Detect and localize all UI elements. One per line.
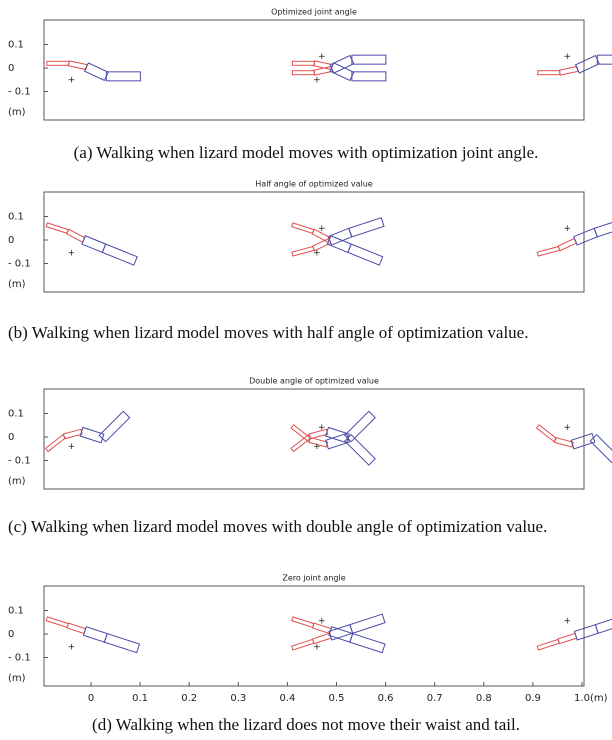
- x-tick-label: 0.8: [476, 693, 492, 704]
- center-marker: +: [68, 248, 76, 258]
- panel-title: Optimized joint angle: [271, 8, 357, 17]
- body-segment: [68, 61, 87, 70]
- center-marker: +: [68, 442, 76, 452]
- panel-title: Half angle of optimized value: [255, 180, 373, 189]
- body-segment: [292, 639, 314, 650]
- center-marker: +: [318, 52, 326, 62]
- x-tick-label: 0.1: [132, 693, 148, 704]
- body-segment: [63, 429, 82, 438]
- plot-box: [44, 586, 584, 686]
- body-segment: [292, 71, 314, 75]
- x-unit: (m): [590, 693, 608, 704]
- y-tick-label: 0.1: [8, 409, 24, 420]
- center-marker: +: [68, 75, 76, 85]
- y-tick-label: - 0.1: [8, 87, 31, 98]
- caption: (a) Walking when lizard model moves with…: [0, 142, 612, 164]
- y-tick-label: 0: [8, 235, 14, 246]
- body-segment: [67, 229, 85, 242]
- y-tick-label: 0: [8, 63, 14, 74]
- body-segment: [99, 411, 129, 441]
- body-segment: [292, 246, 314, 256]
- body-segment: [537, 246, 559, 256]
- body-segment: [348, 244, 383, 265]
- body-segment: [554, 438, 573, 447]
- body-segment: [350, 614, 385, 633]
- body-segment: [574, 625, 598, 640]
- page: Optimized joint angle 0.1 0 - 0.1 (m) + + + + Hal…: [0, 0, 612, 740]
- body-segment: [292, 61, 314, 65]
- x-tick-label: 0.9: [525, 693, 541, 704]
- x-tick-label: 1.0: [574, 693, 590, 704]
- body-segment: [291, 435, 311, 452]
- y-unit: (m): [8, 673, 26, 684]
- body-segment: [594, 218, 612, 237]
- body-segment: [46, 435, 66, 452]
- y-tick-label: - 0.1: [8, 653, 31, 664]
- body-segment: [82, 236, 106, 253]
- caption: (c) Walking when lizard model moves with…: [8, 516, 604, 538]
- body-segment: [537, 639, 559, 650]
- center-marker: +: [313, 642, 321, 652]
- y-tick-label: 0.1: [8, 40, 24, 51]
- y-tick-label: 0.1: [8, 212, 24, 223]
- body-segment: [574, 228, 598, 245]
- y-unit: (m): [8, 476, 26, 487]
- body-segment: [292, 617, 314, 628]
- panel-title: Double angle of optimized value: [249, 377, 379, 386]
- center-marker: +: [563, 52, 571, 62]
- body-segment: [291, 425, 311, 442]
- panel-title: Zero joint angle: [282, 574, 345, 583]
- y-tick-label: 0.1: [8, 606, 24, 617]
- center-marker: +: [313, 248, 321, 258]
- body-segment: [538, 71, 560, 75]
- body-segment: [47, 61, 69, 65]
- body-segment: [46, 617, 68, 628]
- body-segment: [537, 425, 557, 442]
- x-tick-label: 0.6: [378, 693, 394, 704]
- body-segment: [597, 55, 612, 64]
- body-segment: [576, 56, 600, 73]
- body-segment: [46, 223, 68, 234]
- body-segment: [350, 634, 385, 653]
- x-tick-label: 0.3: [230, 693, 246, 704]
- body-segment: [559, 67, 578, 76]
- body-segment: [558, 633, 577, 643]
- figure: Optimized joint angle 0.1 0 - 0.1 (m) + + + + Hal…: [0, 0, 612, 740]
- body-segment: [102, 244, 137, 265]
- y-unit: (m): [8, 279, 26, 290]
- body-segment: [352, 72, 386, 81]
- y-tick-label: 0: [8, 432, 14, 443]
- caption: (d) Walking when the lizard does not mov…: [0, 714, 612, 736]
- caption: (b) Walking when lizard model moves with…: [8, 322, 604, 344]
- x-tick-label: 0.5: [329, 693, 345, 704]
- body-segment: [349, 218, 384, 237]
- center-marker: +: [68, 642, 76, 652]
- x-tick-label: 0.7: [427, 693, 443, 704]
- center-marker: +: [563, 224, 571, 234]
- center-marker: +: [563, 617, 571, 627]
- body-segment: [571, 434, 595, 449]
- center-marker: +: [563, 423, 571, 433]
- body-segment: [106, 72, 140, 81]
- y-tick-label: - 0.1: [8, 259, 31, 270]
- x-tick-label: 0.4: [279, 693, 295, 704]
- body-segment: [292, 223, 314, 234]
- y-tick-label: 0: [8, 629, 14, 640]
- center-marker: +: [313, 442, 321, 452]
- body-segment: [80, 427, 104, 442]
- body-segment: [558, 239, 576, 251]
- body-segment: [595, 614, 612, 633]
- center-marker: +: [313, 75, 321, 85]
- body-segment: [85, 63, 109, 80]
- plot-box: [44, 192, 584, 292]
- x-tick-label: 0.2: [181, 693, 197, 704]
- body-segment: [104, 634, 139, 653]
- body-segment: [83, 627, 107, 642]
- body-segment: [67, 623, 86, 633]
- y-tick-label: - 0.1: [8, 456, 31, 467]
- x-tick-label: 0: [88, 693, 94, 704]
- body-segment: [352, 55, 386, 64]
- y-unit: (m): [8, 107, 26, 118]
